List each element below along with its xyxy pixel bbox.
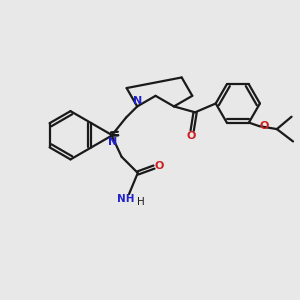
Text: O: O [259, 121, 268, 131]
Text: O: O [186, 131, 195, 141]
Text: H: H [137, 197, 145, 207]
Text: N: N [108, 137, 117, 147]
Text: N: N [133, 95, 142, 106]
Text: O: O [154, 160, 164, 171]
Text: NH: NH [117, 194, 134, 205]
